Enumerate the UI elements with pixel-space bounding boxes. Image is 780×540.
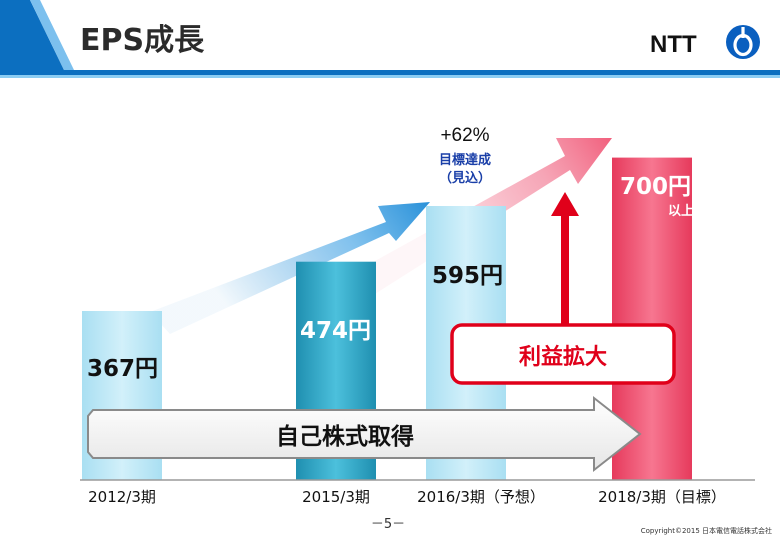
header-left-stripe-light — [30, 0, 74, 70]
profit-expansion-box: 利益拡大 — [450, 323, 676, 385]
ntt-logo-icon — [726, 25, 760, 59]
growth-percent: +62% — [440, 125, 489, 146]
value-label-2016: 595円 — [432, 263, 503, 289]
x-label-2012: 2012/3期 — [88, 488, 156, 506]
x-label-2018: 2018/3期（目標） — [598, 488, 726, 506]
x-label-2016: 2016/3期（予想） — [417, 488, 545, 506]
copyright: Copyright©2015 日本電信電話株式会社 — [641, 526, 772, 535]
target-note-line2: （見込） — [439, 170, 491, 186]
page-number: －5－ — [371, 517, 405, 532]
red-up-arrow — [551, 192, 579, 338]
header-underline — [0, 70, 780, 75]
value-label-2015: 474円 — [300, 318, 371, 344]
value-label-2012: 367円 — [87, 356, 158, 382]
blue-growth-arrow — [150, 202, 430, 334]
header-underline-light — [0, 75, 780, 78]
header-left-stripe — [0, 0, 64, 70]
profit-expansion-label: 利益拡大 — [519, 344, 607, 370]
value-suffix-2018: 以上 — [668, 204, 694, 219]
share-buyback-label: 自己株式取得 — [276, 423, 414, 450]
growth-arrows — [150, 138, 612, 334]
share-buyback-arrow: 自己株式取得 — [87, 395, 642, 473]
target-note-line1: 目標達成 — [439, 152, 491, 168]
ntt-logo-text: NTT — [650, 31, 697, 58]
value-label-2018: 700円 — [620, 174, 691, 200]
header: EPS成長 NTT — [0, 0, 780, 78]
x-label-2015: 2015/3期 — [302, 488, 370, 506]
page-title: EPS成長 — [80, 23, 205, 58]
